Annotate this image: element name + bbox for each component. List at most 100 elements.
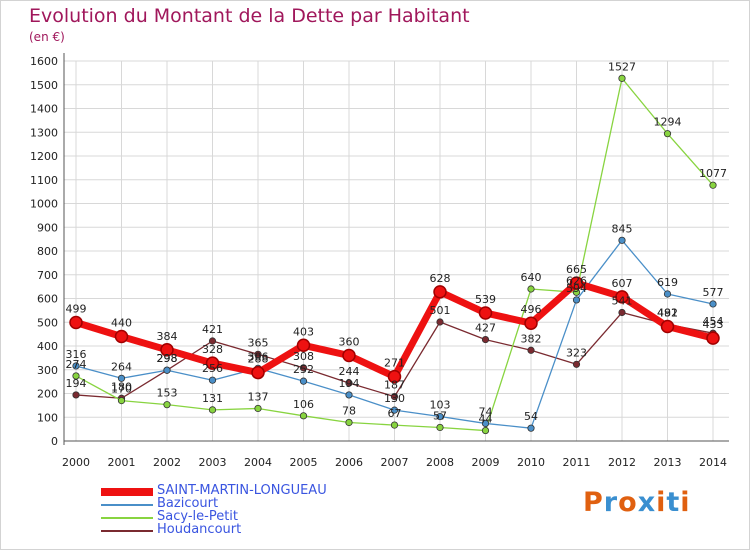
data-point bbox=[663, 290, 672, 298]
data-label: 244 bbox=[339, 365, 360, 378]
data-point bbox=[390, 392, 399, 401]
series-2 bbox=[72, 74, 717, 435]
data-label: 501 bbox=[430, 304, 451, 317]
data-point bbox=[390, 421, 399, 429]
data-point bbox=[163, 401, 171, 409]
legend-swatch bbox=[101, 529, 153, 532]
data-label: 482 bbox=[657, 307, 678, 320]
chart-title: Evolution du Montant de la Dette par Hab… bbox=[29, 5, 470, 27]
data-label: 323 bbox=[566, 346, 587, 359]
data-point bbox=[481, 419, 490, 428]
data-label: 44 bbox=[479, 413, 493, 426]
data-label: 1077 bbox=[699, 167, 727, 180]
data-label: 360 bbox=[339, 336, 360, 349]
y-tick-label: 500 bbox=[37, 316, 58, 329]
data-label: 539 bbox=[475, 293, 496, 306]
x-tick-label: 2001 bbox=[108, 456, 136, 469]
data-point bbox=[208, 406, 217, 414]
data-label: 298 bbox=[157, 352, 178, 365]
x-tick-label: 2009 bbox=[472, 456, 500, 469]
legend-label: Houdancourt bbox=[157, 522, 242, 537]
data-point bbox=[660, 319, 675, 334]
data-label: 78 bbox=[342, 404, 356, 417]
data-label: 106 bbox=[293, 398, 314, 411]
data-label: 427 bbox=[475, 322, 496, 335]
data-label: 103 bbox=[430, 399, 451, 412]
data-point bbox=[72, 362, 80, 370]
y-tick-label: 1300 bbox=[30, 126, 58, 139]
data-label: 131 bbox=[202, 392, 223, 405]
data-label: 454 bbox=[703, 315, 724, 328]
data-point bbox=[709, 300, 717, 308]
data-label: 491 bbox=[657, 306, 678, 319]
data-point bbox=[390, 406, 399, 414]
data-labels: 194 180 298 421 365 308 244 187 501 427 382 323 541 4… bbox=[66, 60, 728, 425]
data-label: 421 bbox=[202, 323, 223, 336]
x-tick-label: 2004 bbox=[244, 456, 272, 469]
data-point bbox=[299, 364, 308, 372]
data-point bbox=[387, 369, 402, 384]
x-tick-label: 2003 bbox=[199, 456, 227, 469]
data-label: 316 bbox=[66, 348, 87, 361]
data-point bbox=[117, 374, 126, 382]
data-point bbox=[117, 397, 126, 405]
data-label: 382 bbox=[521, 332, 542, 345]
x-tick-label: 2006 bbox=[335, 456, 363, 469]
data-label: 130 bbox=[384, 392, 405, 405]
data-label: 194 bbox=[339, 377, 360, 390]
y-tick-label: 1200 bbox=[30, 150, 58, 163]
data-label: 298 bbox=[157, 352, 178, 365]
x-tick-label: 2007 bbox=[381, 456, 409, 469]
data-point bbox=[709, 181, 717, 189]
data-label: 264 bbox=[111, 360, 132, 373]
data-point bbox=[706, 331, 720, 345]
data-point bbox=[205, 356, 220, 370]
data-point bbox=[481, 335, 490, 344]
y-tick-label: 800 bbox=[37, 245, 58, 258]
chart-subtitle: (en €) bbox=[29, 30, 65, 44]
data-point bbox=[436, 423, 444, 432]
data-point bbox=[618, 236, 626, 244]
data-point bbox=[618, 74, 626, 82]
x-tick-label: 2013 bbox=[654, 456, 682, 469]
data-point bbox=[481, 426, 490, 435]
legend-label: Bazicourt bbox=[157, 496, 219, 511]
y-tick-label: 1100 bbox=[30, 174, 58, 187]
x-tick-label: 2011 bbox=[563, 456, 591, 469]
data-point bbox=[572, 296, 581, 304]
data-label: 57 bbox=[433, 409, 447, 422]
data-point bbox=[433, 285, 447, 299]
y-tick-label: 900 bbox=[37, 221, 58, 234]
x-tick-label: 2005 bbox=[290, 456, 318, 469]
data-point bbox=[572, 360, 581, 368]
data-point bbox=[160, 343, 174, 357]
data-label: 252 bbox=[293, 363, 314, 376]
data-label: 541 bbox=[612, 295, 633, 308]
legend-swatch bbox=[101, 487, 153, 496]
data-label: 433 bbox=[703, 318, 724, 331]
data-point bbox=[342, 348, 356, 363]
data-label: 440 bbox=[111, 317, 132, 330]
legend-swatch bbox=[101, 516, 153, 519]
data-point bbox=[569, 276, 584, 290]
data-point bbox=[436, 412, 444, 421]
data-point bbox=[114, 329, 129, 344]
x-tick-label: 2012 bbox=[608, 456, 636, 469]
data-label: 170 bbox=[111, 383, 132, 396]
data-point bbox=[345, 379, 353, 387]
data-label: 496 bbox=[521, 303, 542, 316]
data-label: 619 bbox=[657, 276, 678, 289]
data-label: 577 bbox=[703, 286, 724, 299]
data-label: 499 bbox=[66, 302, 87, 315]
data-label: 194 bbox=[66, 377, 87, 390]
data-label: 607 bbox=[612, 277, 633, 290]
x-tick-label: 2000 bbox=[62, 456, 90, 469]
x-tick-label: 2008 bbox=[426, 456, 454, 469]
data-point bbox=[299, 377, 308, 385]
data-label: 308 bbox=[293, 350, 314, 363]
data-point bbox=[478, 306, 493, 320]
data-label: 137 bbox=[248, 390, 269, 403]
data-label: 256 bbox=[202, 362, 223, 375]
